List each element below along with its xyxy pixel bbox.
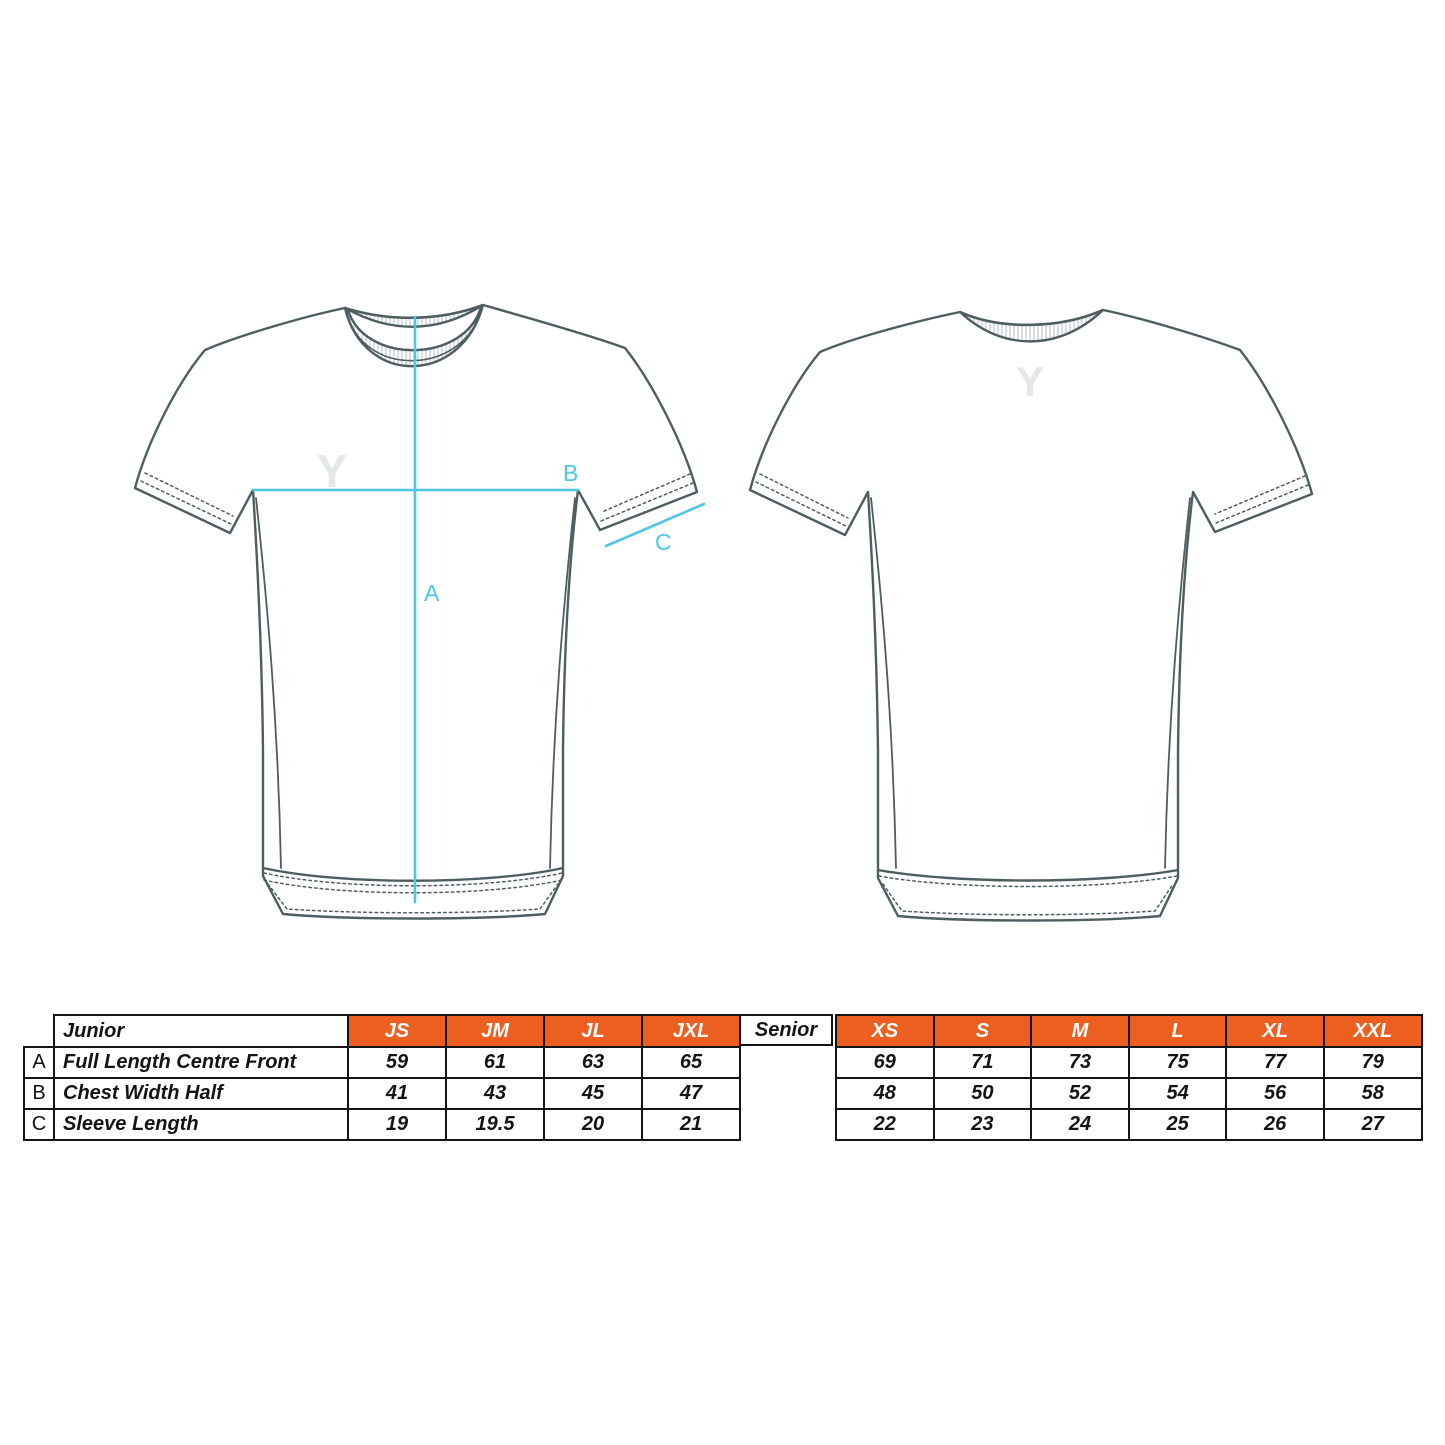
- cell-value: 61: [445, 1046, 545, 1079]
- cell-value: 41: [347, 1077, 447, 1110]
- cell-value: 69: [835, 1046, 935, 1079]
- cell-value: 71: [932, 1046, 1033, 1079]
- back-sleeve-stitching: [755, 473, 1309, 527]
- measurement-label: Full Length Centre Front: [53, 1046, 349, 1079]
- measurement-label: Sleeve Length: [53, 1108, 349, 1141]
- size-header-xs: XS: [835, 1014, 935, 1048]
- corner-spacer: [24, 1015, 54, 1047]
- back-neck-logo: Y: [1016, 358, 1044, 405]
- senior-group-label: Senior: [739, 1014, 833, 1046]
- front-collar-inner-seam: [346, 309, 482, 362]
- measure-line-c: [604, 502, 706, 548]
- cell-value: 21: [641, 1108, 741, 1141]
- cell-value: 20: [543, 1108, 643, 1141]
- table-row: C Sleeve Length 19 19.5 20 21: [23, 1108, 741, 1141]
- front-hem-stitching: [263, 872, 563, 914]
- row-id-b: B: [23, 1077, 55, 1110]
- cell-value: 75: [1127, 1046, 1228, 1079]
- junior-header-row: Junior JS JM JL JXL: [24, 1014, 741, 1048]
- cell-value: 77: [1225, 1046, 1325, 1079]
- senior-header-row: XS S M L XL XXL: [835, 1014, 1423, 1048]
- back-hem-seam: [876, 868, 1180, 882]
- cell-value: 63: [543, 1046, 643, 1079]
- size-header-xl: XL: [1225, 1014, 1325, 1048]
- junior-group-label: Junior: [53, 1014, 349, 1048]
- row-id-a: A: [23, 1046, 55, 1079]
- size-header-jxl: JXL: [641, 1014, 741, 1048]
- measurement-lines: A B C: [251, 315, 706, 904]
- back-left-panel-seam: [870, 497, 897, 869]
- front-sleeve-stitching: [140, 472, 694, 525]
- cell-value: 19.5: [445, 1108, 545, 1141]
- cell-value: 24: [1030, 1108, 1130, 1141]
- size-header-jm: JM: [445, 1014, 545, 1048]
- front-hem-seam: [261, 866, 565, 882]
- cell-value: 25: [1127, 1108, 1228, 1141]
- cell-value: 27: [1322, 1108, 1423, 1141]
- size-header-xxl: XXL: [1322, 1014, 1423, 1048]
- cell-value: 23: [932, 1108, 1033, 1141]
- front-left-panel-seam: [255, 497, 282, 869]
- cell-value: 50: [932, 1077, 1033, 1110]
- cell-value: 22: [835, 1108, 935, 1141]
- table-row: 22 23 24 25 26 27: [835, 1108, 1423, 1141]
- back-shirt-drawing: Y: [748, 308, 1314, 922]
- cell-value: 56: [1225, 1077, 1325, 1110]
- measure-label-a: A: [424, 580, 440, 606]
- cell-value: 79: [1322, 1046, 1423, 1079]
- cell-value: 73: [1030, 1046, 1130, 1079]
- front-chest-logo: Y: [317, 445, 348, 497]
- size-header-l: L: [1127, 1014, 1228, 1048]
- table-row: 48 50 52 54 56 58: [835, 1077, 1423, 1110]
- cell-value: 47: [641, 1077, 741, 1110]
- cell-value: 59: [347, 1046, 447, 1079]
- cell-value: 65: [641, 1046, 741, 1079]
- size-header-jl: JL: [543, 1014, 643, 1048]
- front-right-panel-seam: [549, 497, 576, 869]
- junior-size-table: Junior JS JM JL JXL A Full Length Centre…: [23, 1014, 741, 1141]
- measure-label-b: B: [563, 460, 578, 486]
- measure-label-c: C: [655, 529, 672, 555]
- back-hem-stitching: [878, 875, 1178, 916]
- back-right-panel-seam: [1164, 497, 1191, 869]
- senior-size-table: XS S M L XL XXL 69 71 73 75 77 79 48 50 …: [835, 1014, 1423, 1141]
- table-row: A Full Length Centre Front 59 61 63 65: [23, 1046, 741, 1079]
- row-id-c: C: [23, 1108, 55, 1141]
- measurement-label: Chest Width Half: [53, 1077, 349, 1110]
- cell-value: 26: [1225, 1108, 1325, 1141]
- cell-value: 45: [543, 1077, 643, 1110]
- cell-value: 58: [1322, 1077, 1423, 1110]
- back-body-outline: [748, 308, 1314, 922]
- back-collar-band: [958, 308, 1105, 343]
- table-row: 69 71 73 75 77 79: [835, 1046, 1423, 1079]
- cell-value: 43: [445, 1077, 545, 1110]
- cell-value: 48: [835, 1077, 935, 1110]
- cell-value: 52: [1030, 1077, 1130, 1110]
- cell-value: 19: [347, 1108, 447, 1141]
- size-header-js: JS: [347, 1014, 447, 1048]
- size-header-s: S: [932, 1014, 1033, 1048]
- cell-value: 54: [1127, 1077, 1228, 1110]
- size-header-m: M: [1030, 1014, 1130, 1048]
- table-row: B Chest Width Half 41 43 45 47: [23, 1077, 741, 1110]
